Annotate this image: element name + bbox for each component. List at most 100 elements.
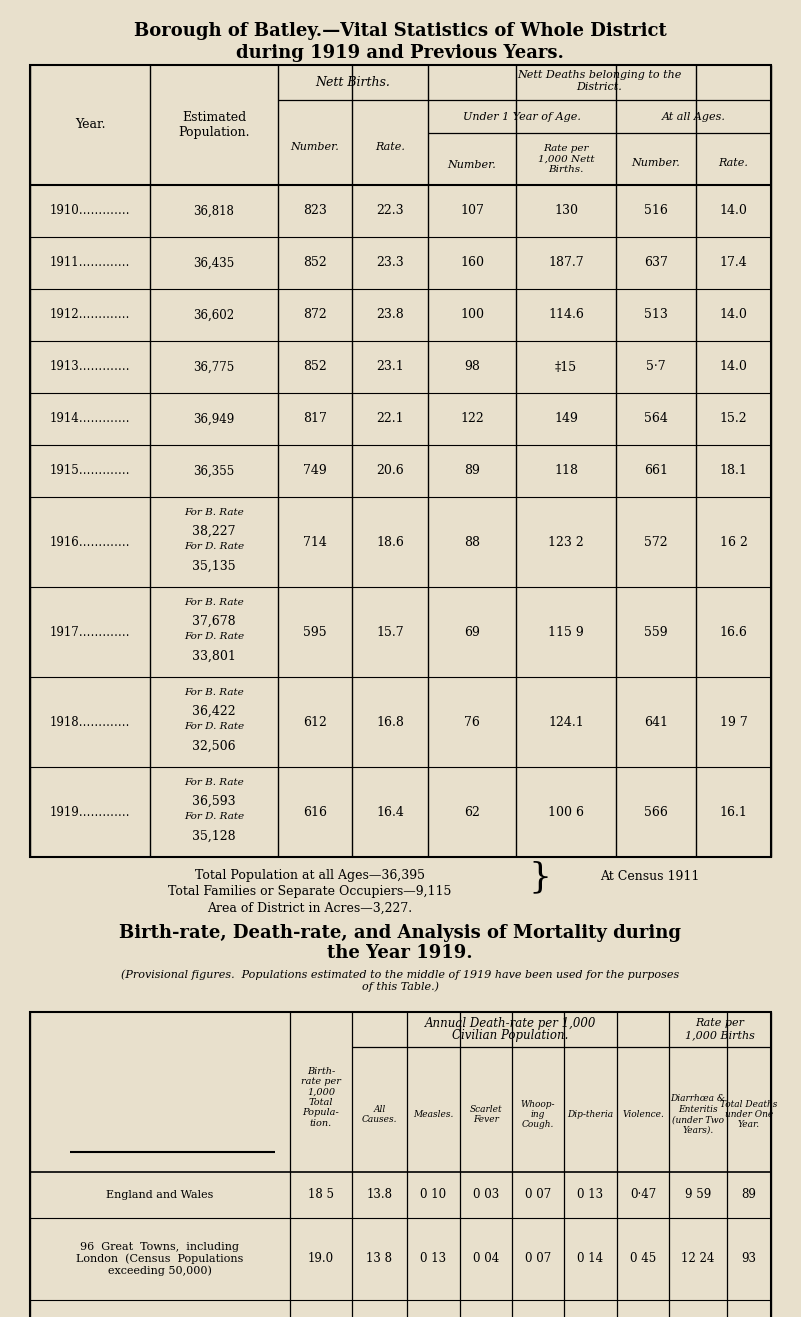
Text: 96  Great  Towns,  including
London  (Census  Populations
exceeding 50,000): 96 Great Towns, including London (Census…: [76, 1242, 244, 1276]
Text: (Provisional figures.  Populations estimated to the middle of 1919 have been use: (Provisional figures. Populations estima…: [121, 969, 679, 992]
Text: 872: 872: [303, 308, 327, 321]
Text: Estimated
Population.: Estimated Population.: [179, 111, 250, 140]
Text: 19.0: 19.0: [308, 1252, 334, 1266]
Text: 0 07: 0 07: [525, 1188, 551, 1201]
Text: 36,355: 36,355: [193, 465, 235, 478]
Text: 76: 76: [464, 715, 480, 728]
Text: 18.6: 18.6: [376, 536, 404, 548]
Text: 122: 122: [460, 412, 484, 425]
Text: 187.7: 187.7: [548, 257, 584, 270]
Text: Violence.: Violence.: [622, 1110, 664, 1119]
Text: 852: 852: [303, 361, 327, 374]
Text: Borough of Batley.—Vital Statistics of Whole District: Borough of Batley.—Vital Statistics of W…: [134, 22, 666, 40]
Text: Scarlet
Fever: Scarlet Fever: [469, 1105, 502, 1125]
Text: Total Population at all Ages—36,395: Total Population at all Ages—36,395: [195, 869, 425, 882]
Text: 23.3: 23.3: [376, 257, 404, 270]
Text: 107: 107: [460, 204, 484, 217]
Text: 516: 516: [644, 204, 668, 217]
Text: 36,602: 36,602: [193, 308, 235, 321]
Text: Area of District in Acres—3,227.: Area of District in Acres—3,227.: [207, 902, 413, 915]
Text: 89: 89: [464, 465, 480, 478]
Text: 0 04: 0 04: [473, 1252, 499, 1266]
Text: 637: 637: [644, 257, 668, 270]
Text: Rate.: Rate.: [375, 141, 405, 151]
Text: 115 9: 115 9: [548, 626, 584, 639]
Text: 98: 98: [464, 361, 480, 374]
Text: Rate per
1,000 Nett
Births.: Rate per 1,000 Nett Births.: [537, 144, 594, 174]
Text: 123 2: 123 2: [548, 536, 584, 548]
Text: 1916………….: 1916………….: [50, 536, 131, 548]
Text: 22.3: 22.3: [376, 204, 404, 217]
Text: 100: 100: [460, 308, 484, 321]
Text: Under 1 Year of Age.: Under 1 Year of Age.: [463, 112, 581, 121]
Text: 852: 852: [303, 257, 327, 270]
Text: All
Causes.: All Causes.: [362, 1105, 397, 1125]
Text: 749: 749: [303, 465, 327, 478]
Text: 36,775: 36,775: [193, 361, 235, 374]
Text: 1919………….: 1919………….: [50, 806, 131, 818]
Text: 1,000 Births: 1,000 Births: [685, 1030, 755, 1040]
Text: 13 8: 13 8: [367, 1252, 392, 1266]
Text: 714: 714: [303, 536, 327, 548]
Text: 1913………….: 1913………….: [50, 361, 131, 374]
Text: 1912………….: 1912………….: [50, 308, 131, 321]
Text: For D. Rate: For D. Rate: [184, 632, 244, 641]
Text: Nett Deaths belonging to the: Nett Deaths belonging to the: [517, 70, 682, 80]
Text: 0 13: 0 13: [421, 1252, 447, 1266]
Text: 36,818: 36,818: [194, 204, 235, 217]
Text: At all Ages.: At all Ages.: [662, 112, 726, 121]
Text: 23.8: 23.8: [376, 308, 404, 321]
Text: 661: 661: [644, 465, 668, 478]
Text: 17.4: 17.4: [719, 257, 747, 270]
Text: 12 24: 12 24: [682, 1252, 714, 1266]
Text: For D. Rate: For D. Rate: [184, 813, 244, 822]
Text: 16.8: 16.8: [376, 715, 404, 728]
Text: 0 14: 0 14: [578, 1252, 604, 1266]
Text: Rate per: Rate per: [695, 1018, 744, 1029]
Text: 1918………….: 1918………….: [50, 715, 131, 728]
Text: Total Families or Separate Occupiers—9,115: Total Families or Separate Occupiers—9,1…: [168, 885, 452, 898]
Text: during 1919 and Previous Years.: during 1919 and Previous Years.: [236, 43, 564, 62]
Text: 149: 149: [554, 412, 578, 425]
Text: 9 59: 9 59: [685, 1188, 711, 1201]
Text: 114.6: 114.6: [548, 308, 584, 321]
Text: 513: 513: [644, 308, 668, 321]
Text: 14.0: 14.0: [719, 308, 747, 321]
Text: 13.8: 13.8: [367, 1188, 392, 1201]
Text: 130: 130: [554, 204, 578, 217]
Text: 118: 118: [554, 465, 578, 478]
Text: England and Wales: England and Wales: [107, 1191, 214, 1200]
Text: 616: 616: [303, 806, 327, 818]
Text: 572: 572: [644, 536, 668, 548]
Text: 16.1: 16.1: [719, 806, 747, 818]
Text: 22.1: 22.1: [376, 412, 404, 425]
Text: 0 13: 0 13: [578, 1188, 604, 1201]
Text: 817: 817: [303, 412, 327, 425]
Text: 0·47: 0·47: [630, 1188, 656, 1201]
Text: 37,678: 37,678: [192, 615, 235, 628]
Text: 35,128: 35,128: [192, 830, 235, 843]
Text: 559: 559: [644, 626, 668, 639]
Text: For B. Rate: For B. Rate: [184, 687, 244, 697]
Text: 566: 566: [644, 806, 668, 818]
Text: 16.4: 16.4: [376, 806, 404, 818]
Text: For D. Rate: For D. Rate: [184, 723, 244, 731]
Text: Birth-
rate per
1,000
Total
Popula-
tion.: Birth- rate per 1,000 Total Popula- tion…: [301, 1067, 341, 1127]
Text: 16 2: 16 2: [719, 536, 747, 548]
Text: Birth-rate, Death-rate, and Analysis of Mortality during: Birth-rate, Death-rate, and Analysis of …: [119, 925, 681, 942]
Bar: [30, 65, 771, 857]
Text: 23.1: 23.1: [376, 361, 404, 374]
Text: 124.1: 124.1: [548, 715, 584, 728]
Text: 36,422: 36,422: [192, 705, 235, 718]
Text: 32,506: 32,506: [192, 740, 235, 753]
Text: Rate.: Rate.: [718, 158, 748, 169]
Text: Number.: Number.: [632, 158, 680, 169]
Text: 5·7: 5·7: [646, 361, 666, 374]
Text: 100 6: 100 6: [548, 806, 584, 818]
Text: 89: 89: [742, 1188, 756, 1201]
Text: 641: 641: [644, 715, 668, 728]
Text: Whoop-
ing
Cough.: Whoop- ing Cough.: [521, 1100, 555, 1130]
Text: 14.0: 14.0: [719, 204, 747, 217]
Text: 1911………….: 1911………….: [50, 257, 131, 270]
Text: ‡15: ‡15: [555, 361, 577, 374]
